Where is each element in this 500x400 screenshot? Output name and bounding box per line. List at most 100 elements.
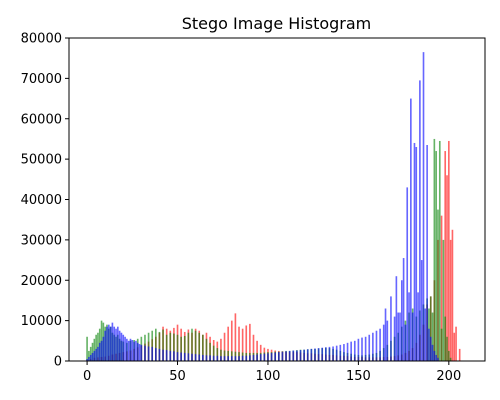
histogram-bar — [446, 175, 448, 361]
histogram-bar — [435, 151, 437, 361]
histogram-bar — [241, 328, 244, 361]
histogram-bar — [353, 340, 356, 361]
histogram-bar — [303, 349, 305, 361]
histogram-bar — [431, 312, 434, 361]
histogram-bar — [107, 324, 110, 361]
x-tick-label: 0 — [83, 369, 91, 384]
histogram-bar — [435, 354, 437, 361]
histogram-bar — [411, 312, 414, 361]
histogram-bar — [442, 239, 445, 362]
histogram-bar — [426, 144, 428, 361]
histogram-bar — [212, 355, 215, 361]
histogram-bar — [151, 330, 154, 361]
histogram-bar — [234, 356, 237, 361]
histogram-bar — [140, 344, 143, 361]
histogram-bar — [420, 260, 423, 361]
y-tick-label: 30000 — [21, 233, 62, 248]
histogram-bars — [86, 52, 461, 362]
histogram-bar — [205, 355, 208, 361]
histogram-bar — [202, 334, 204, 361]
histogram-bar — [386, 320, 389, 362]
histogram-bar — [111, 322, 114, 361]
histogram-bar — [227, 356, 229, 361]
histogram-bar — [91, 352, 94, 361]
histogram-bar — [419, 80, 421, 361]
histogram-bar — [440, 328, 443, 361]
histogram-bar — [372, 332, 374, 361]
histogram-bar — [306, 349, 309, 361]
histogram-bar — [88, 350, 90, 361]
y-tick-label: 20000 — [21, 274, 62, 289]
histogram-bar — [129, 338, 132, 361]
histogram-bar — [209, 342, 211, 361]
histogram-bar — [252, 354, 255, 361]
histogram-bar — [86, 336, 88, 361]
y-tick-label: 80000 — [21, 32, 62, 47]
histogram-bar — [158, 348, 161, 361]
histogram-bar — [234, 313, 237, 361]
histogram-bar — [332, 346, 334, 361]
histogram-bar — [375, 330, 378, 361]
histogram-bar — [451, 229, 454, 361]
histogram-bar — [165, 334, 168, 361]
histogram-bar — [86, 358, 88, 361]
histogram-bar — [402, 258, 405, 361]
histogram-bar — [433, 138, 436, 361]
histogram-bar — [104, 330, 106, 361]
histogram-bar — [267, 353, 269, 361]
histogram-bar — [422, 52, 425, 361]
histogram-bar — [440, 215, 443, 361]
histogram-bar — [127, 340, 130, 361]
histogram-bar — [194, 330, 197, 361]
histogram-bar — [404, 324, 407, 361]
histogram-bar — [364, 336, 367, 361]
y-tick-label: 0 — [54, 355, 62, 370]
histogram-bar — [410, 98, 412, 361]
histogram-bar — [400, 280, 403, 361]
histogram-bar — [448, 350, 450, 361]
histogram-bar — [314, 348, 316, 361]
histogram-bar — [131, 340, 134, 361]
histogram-bar — [173, 351, 175, 361]
histogram-bar — [102, 336, 105, 361]
histogram-bar — [399, 312, 401, 361]
histogram-bar — [415, 147, 418, 361]
histogram-bar — [191, 328, 193, 361]
histogram-bar — [317, 348, 320, 361]
histogram-bar — [220, 349, 222, 361]
histogram-bar — [205, 338, 208, 361]
histogram-bar — [212, 345, 215, 361]
histogram-bar — [95, 348, 97, 361]
histogram-bar — [379, 328, 381, 361]
histogram-bar — [292, 350, 295, 361]
histogram-bar — [288, 350, 291, 361]
histogram-bar — [277, 352, 280, 361]
histogram-bar — [444, 316, 447, 361]
histogram-bar — [238, 356, 240, 361]
histogram-bar — [321, 347, 324, 361]
histogram-bar — [325, 347, 327, 361]
histogram-bar — [259, 344, 262, 361]
histogram-bar — [444, 151, 447, 361]
histogram-bar — [97, 346, 99, 361]
histogram-bar — [122, 334, 125, 361]
histogram-bar — [93, 350, 96, 361]
histogram-bar — [446, 336, 448, 361]
histogram-bar — [395, 276, 398, 361]
histogram-bar — [100, 340, 103, 361]
histogram-bar — [274, 352, 277, 361]
histogram-bar — [448, 140, 450, 361]
histogram-bar — [453, 332, 456, 361]
chart-title: Stego Image Histogram — [182, 14, 372, 33]
histogram-bar — [120, 332, 123, 361]
histogram-bar — [223, 350, 226, 361]
histogram-bar — [281, 351, 284, 361]
histogram-bar — [194, 354, 197, 361]
histogram-bar — [124, 336, 126, 361]
histogram-bar — [118, 330, 121, 361]
histogram-bar — [176, 334, 179, 361]
histogram-bar — [117, 326, 119, 361]
histogram-bar — [433, 350, 436, 361]
plot-frame — [68, 37, 486, 362]
